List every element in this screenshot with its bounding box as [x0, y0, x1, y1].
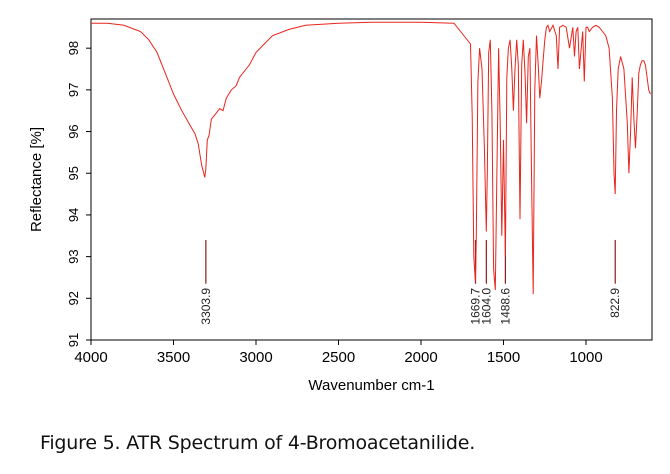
x-tick-label: 2000: [404, 349, 437, 366]
peak-label: 1604.0: [479, 288, 493, 325]
x-axis: 4000 3500 3000 2500 2000 1500 1000: [74, 340, 603, 366]
spectrum-line: [91, 21, 651, 295]
y-tick-label: 92: [66, 291, 81, 305]
x-tick-label: 4000: [74, 349, 107, 366]
y-axis: 91 92 93 94 95 96 97 98: [66, 41, 91, 347]
y-tick-label: 97: [66, 83, 81, 97]
x-tick-label: 3000: [239, 349, 272, 366]
y-tick-label: 95: [66, 166, 81, 180]
y-tick-label: 98: [66, 41, 81, 55]
y-tick-label: 93: [66, 249, 81, 263]
peak-label: 1488.6: [498, 288, 512, 325]
figure-caption: Figure 5. ATR Spectrum of 4-Bromoacetani…: [40, 432, 476, 454]
x-axis-label: Wavenumber cm-1: [308, 377, 434, 394]
y-tick-label: 91: [66, 333, 81, 347]
y-tick-label: 96: [66, 124, 81, 138]
y-axis-label: Reflectance [%]: [28, 127, 45, 232]
x-tick-label: 1500: [487, 349, 520, 366]
plot-frame: [90, 18, 653, 341]
x-tick-label: 1000: [569, 349, 602, 366]
x-tick-label: 2500: [322, 349, 355, 366]
peak-label: 1669.7: [468, 288, 482, 325]
y-tick-label: 94: [66, 208, 81, 222]
peak-label: 3303.9: [199, 288, 213, 325]
peak-label: 822.9: [608, 288, 622, 318]
x-tick-label: 3500: [157, 349, 190, 366]
